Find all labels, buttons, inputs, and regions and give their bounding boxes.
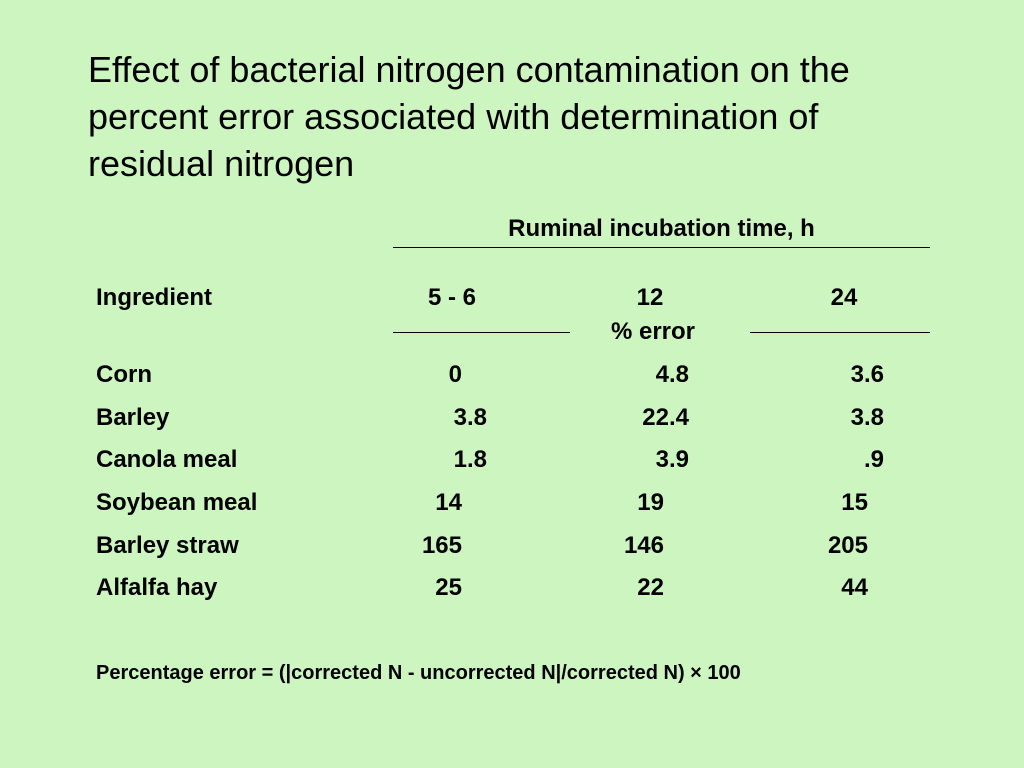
cell: 205 bbox=[827, 532, 868, 559]
cell: 3.8 bbox=[453, 404, 487, 431]
cell: 3.6 bbox=[850, 361, 884, 388]
rule bbox=[393, 332, 570, 333]
row-label: Alfalfa hay bbox=[96, 574, 218, 601]
unit-label: % error bbox=[610, 318, 696, 345]
column-header: 24 bbox=[830, 284, 858, 311]
cell: 22.4 bbox=[642, 404, 689, 431]
group-header: Ruminal incubation time, h bbox=[508, 215, 815, 242]
title-line: residual nitrogen bbox=[88, 143, 355, 184]
cell: 22 bbox=[637, 574, 664, 601]
cell: 3.9 bbox=[655, 446, 689, 473]
cell: 25 bbox=[435, 574, 462, 601]
title-line: Effect of bacterial nitrogen contaminati… bbox=[88, 49, 850, 90]
footnote: Percentage error = (|corrected N - uncor… bbox=[96, 662, 741, 684]
cell: 146 bbox=[623, 532, 664, 559]
cell: 3.8 bbox=[850, 404, 884, 431]
cell: 1.8 bbox=[453, 446, 487, 473]
row-label: Barley bbox=[96, 404, 170, 431]
row-label: Corn bbox=[96, 361, 152, 388]
cell: 19 bbox=[637, 489, 664, 516]
cell: 44 bbox=[841, 574, 868, 601]
title-line: percent error associated with determinat… bbox=[88, 96, 819, 137]
cell: 14 bbox=[435, 489, 462, 516]
cell: 4.8 bbox=[655, 361, 689, 388]
rule bbox=[393, 247, 930, 248]
cell: 165 bbox=[421, 532, 462, 559]
cell: 15 bbox=[841, 489, 868, 516]
row-label: Soybean meal bbox=[96, 489, 258, 516]
column-header: 5 - 6 bbox=[427, 284, 477, 311]
rule bbox=[750, 332, 930, 333]
column-header: Ingredient bbox=[96, 284, 213, 311]
cell: 0 bbox=[448, 361, 462, 388]
row-label: Barley straw bbox=[96, 532, 239, 559]
cell: .9 bbox=[863, 446, 884, 473]
row-label: Canola meal bbox=[96, 446, 238, 473]
column-header: 12 bbox=[636, 284, 664, 311]
